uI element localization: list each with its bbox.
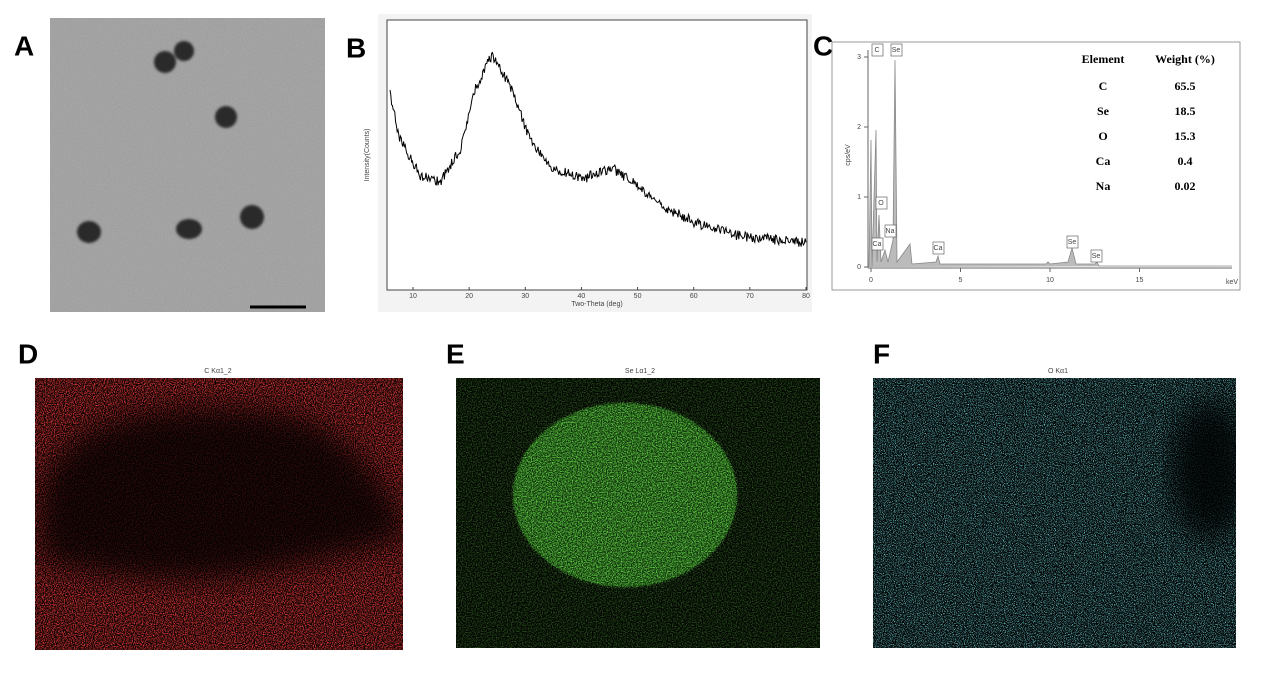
x-tick-label: 15: [1136, 277, 1144, 284]
y-tick-label: 3: [857, 54, 861, 61]
table-header: Element: [1082, 52, 1125, 66]
x-axis-label: keV: [1226, 279, 1238, 286]
peak-label: Se: [1092, 253, 1101, 260]
peak-box: [875, 196, 888, 210]
x-tick-label: 30: [521, 293, 529, 300]
peak-label: Se: [1068, 239, 1077, 246]
xrd-frame: [386, 19, 808, 291]
x-tick-label: 5: [959, 277, 963, 284]
x-tick-label: 10: [1046, 277, 1054, 284]
table-cell: 15.3: [1175, 129, 1196, 143]
xrd-curve: [389, 51, 807, 247]
peak-label: Na: [886, 228, 895, 235]
x-axis-label: Two-Theta (deg): [571, 301, 622, 308]
panel-label: F: [873, 338, 890, 369]
y-axis-label: cps/eV: [845, 144, 852, 166]
panel-label: C: [813, 30, 833, 61]
panel-label: E: [446, 338, 465, 369]
table-cell: Ca: [1096, 154, 1111, 168]
peak-label: Ca: [934, 245, 943, 252]
peak-label: Se: [892, 47, 901, 54]
peak-label: C: [874, 47, 879, 54]
peak-box: [1066, 235, 1079, 249]
x-tick-label: 40: [578, 293, 586, 300]
x-tick-label: 20: [465, 293, 473, 300]
x-tick-label: 70: [746, 293, 754, 300]
panel-label: B: [346, 32, 366, 63]
panel-label: A: [14, 30, 34, 61]
eds-frame: [831, 41, 1241, 291]
table-cell: C: [1099, 79, 1108, 93]
x-tick-label: 80: [802, 293, 810, 300]
panel-label: D: [18, 338, 38, 369]
peak-box: [1090, 249, 1103, 263]
c-map: [35, 378, 403, 650]
peak-box: [871, 237, 884, 251]
peak-box: [884, 224, 897, 238]
x-tick-label: 10: [409, 293, 417, 300]
table-cell: Na: [1096, 179, 1111, 193]
map-title: Se Lα1_2: [625, 368, 655, 375]
y-tick-label: 0: [857, 264, 861, 271]
table-header: Weight (%): [1155, 52, 1215, 66]
map-title: C Kα1_2: [204, 368, 232, 375]
map-title: O Kα1: [1048, 368, 1068, 375]
table-cell: 0.4: [1178, 154, 1193, 168]
table-cell: O: [1098, 129, 1107, 143]
y-tick-label: 1: [857, 194, 861, 201]
peak-label: Ca: [873, 241, 882, 248]
x-tick-label: 60: [690, 293, 698, 300]
peak-box: [932, 241, 945, 255]
table-cell: Se: [1097, 104, 1110, 118]
table-cell: 0.02: [1175, 179, 1196, 193]
se-map: [456, 378, 820, 648]
peak-label: O: [878, 200, 884, 207]
x-tick-label: 50: [634, 293, 642, 300]
table-cell: 18.5: [1175, 104, 1196, 118]
y-axis-label: Intensity(Counts): [364, 129, 371, 182]
x-tick-label: 0: [869, 277, 873, 284]
o-map: [873, 378, 1236, 648]
y-tick-label: 2: [857, 124, 861, 131]
peak-box: [890, 43, 903, 57]
table-cell: 65.5: [1175, 79, 1196, 93]
tem-image: [50, 18, 325, 312]
peak-box: [871, 43, 884, 57]
